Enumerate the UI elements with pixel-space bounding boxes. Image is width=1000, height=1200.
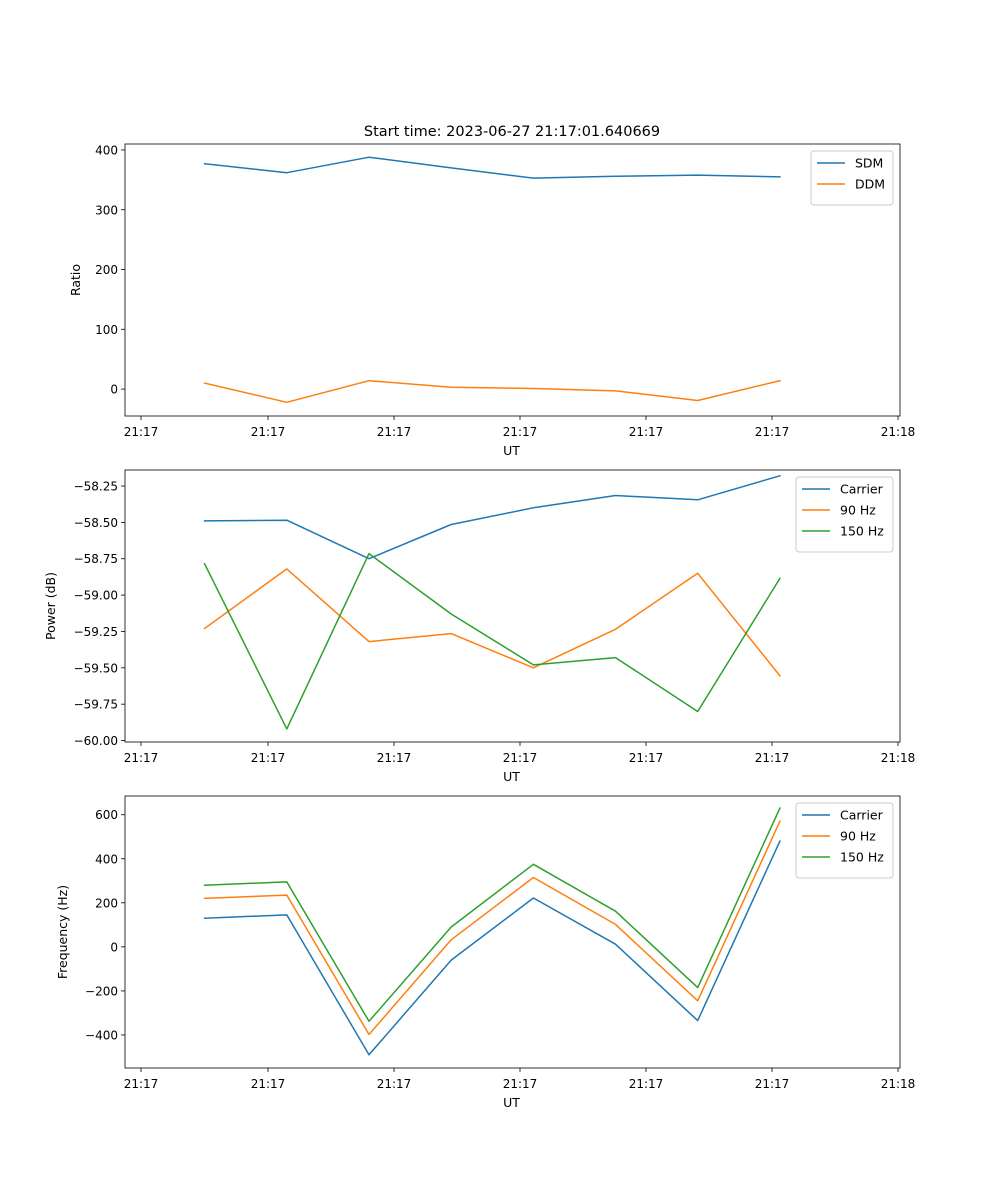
subplot-2: 21:17 21:17 21:17 21:17 21:17 21:17 21:18 −60.0… [43, 469, 916, 784]
legend-entry: 90 Hz [840, 829, 876, 844]
y-axis-label: Frequency (Hz) [55, 885, 70, 979]
y-tick-label: 400 [95, 143, 118, 157]
y-tick-label: 100 [95, 323, 118, 337]
y-tick-label: −200 [85, 984, 118, 998]
y-tick-label: 200 [95, 263, 118, 277]
y-tick-label: −59.00 [74, 589, 118, 603]
y-axis-label: Ratio [68, 264, 83, 296]
x-tick-label: 21:17 [503, 1077, 538, 1091]
y-tick-label: −400 [85, 1028, 118, 1042]
y-tick-label: 600 [95, 808, 118, 822]
x-tick-label: 21:17 [124, 1077, 159, 1091]
chart-title: Start time: 2023-06-27 21:17:01.640669 [364, 124, 660, 140]
axes-frame [124, 795, 901, 1069]
legend-entry: Carrier [840, 808, 884, 823]
x-tick-label: 21:17 [251, 751, 286, 765]
legend: Carrier 90 Hz 150 Hz [795, 476, 894, 553]
x-tick-label: 21:17 [377, 751, 412, 765]
x-axis-label: UT [503, 769, 520, 784]
subplot-3: 21:17 21:17 21:17 21:17 21:17 21:17 21:18 −400 −… [55, 795, 916, 1110]
axes-frame [124, 143, 901, 417]
legend-entry: Carrier [840, 482, 884, 497]
y-tick-label: 0 [110, 940, 118, 954]
series-line-3 [203, 552, 781, 730]
y-axis-label: Power (dB) [43, 572, 58, 640]
y-tick-label: −58.25 [74, 480, 118, 494]
legend: Carrier 90 Hz 150 Hz [795, 802, 894, 879]
y-tick-label: 300 [95, 203, 118, 217]
x-tick-label: 21:17 [755, 1077, 790, 1091]
series-line-1 [203, 474, 781, 560]
y-tick-label: −58.50 [74, 516, 118, 530]
x-tick-label: 21:17 [503, 425, 538, 439]
x-tick-label: 21:17 [124, 751, 159, 765]
subplot-1: 21:17 21:17 21:17 21:17 21:17 21:17 21:18 0 100 2… [68, 143, 915, 458]
x-tick-label: 21:18 [881, 751, 916, 765]
series-line-2 [203, 568, 781, 677]
x-tick-label: 21:17 [629, 1077, 664, 1091]
y-tick-label: −59.50 [74, 661, 118, 675]
legend-entry: SDM [855, 156, 883, 171]
y-tick-label: −59.25 [74, 625, 118, 639]
series-line-2 [203, 820, 781, 1036]
axes-frame [124, 469, 901, 743]
series-line-1 [203, 156, 781, 179]
x-tick-label: 21:17 [755, 425, 790, 439]
subplots: 21:17 21:17 21:17 21:17 21:17 21:17 21:18 0 100 2… [43, 143, 915, 1110]
x-tick-label: 21:17 [503, 751, 538, 765]
series-line-3 [203, 807, 781, 1023]
x-tick-label: 21:17 [755, 751, 790, 765]
series-line-2 [203, 379, 781, 404]
x-tick-label: 21:17 [251, 425, 286, 439]
x-tick-label: 21:18 [881, 425, 916, 439]
legend-entry: 150 Hz [840, 524, 884, 539]
y-tick-label: 0 [110, 383, 118, 397]
y-tick-label: −58.75 [74, 552, 118, 566]
series-line-1 [203, 840, 781, 1056]
legend-entry: 90 Hz [840, 503, 876, 518]
legend: SDM DDM [810, 150, 894, 206]
legend-frame [795, 476, 894, 553]
legend-frame [795, 802, 894, 879]
y-tick-label: 400 [95, 852, 118, 866]
y-tick-label: −59.75 [74, 698, 118, 712]
y-tick-label: 200 [95, 896, 118, 910]
legend-entry: DDM [855, 177, 885, 192]
x-tick-label: 21:17 [629, 425, 664, 439]
x-axis-label: UT [503, 1095, 520, 1110]
x-tick-label: 21:17 [377, 425, 412, 439]
y-tick-label: −60.00 [74, 734, 118, 748]
x-tick-label: 21:17 [251, 1077, 286, 1091]
x-tick-label: 21:17 [124, 425, 159, 439]
x-tick-label: 21:17 [629, 751, 664, 765]
x-axis-label: UT [503, 443, 520, 458]
legend-frame [810, 150, 894, 206]
x-tick-label: 21:18 [881, 1077, 916, 1091]
legend-entry: 150 Hz [840, 850, 884, 865]
x-tick-label: 21:17 [377, 1077, 412, 1091]
